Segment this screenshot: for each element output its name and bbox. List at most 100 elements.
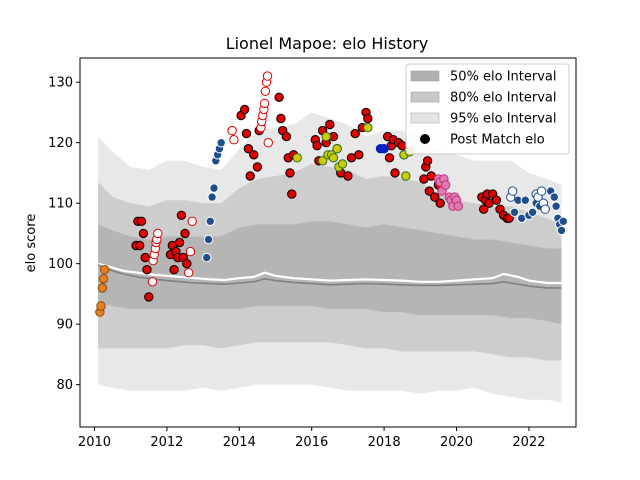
- post-match-point: [321, 131, 331, 142]
- post-match-point: [527, 207, 538, 218]
- post-match-point: [281, 131, 292, 142]
- post-match-point: [174, 237, 185, 248]
- post-match-point: [227, 125, 237, 136]
- post-match-point: [453, 201, 463, 211]
- post-match-point: [240, 104, 250, 115]
- y-tick-label: 100: [48, 257, 73, 272]
- post-match-point: [262, 71, 273, 81]
- post-match-point: [549, 192, 559, 202]
- legend-label: 80% elo Interval: [450, 91, 557, 106]
- post-match-point: [435, 198, 445, 208]
- post-match-point: [99, 265, 110, 275]
- post-match-point: [337, 159, 348, 169]
- y-axis: 80 90 100 110 120 130: [48, 76, 80, 393]
- post-match-point: [216, 138, 226, 148]
- x-axis: 2010 2012 2014 2016 2018 2020 2022: [78, 427, 545, 450]
- y-tick-label: 90: [56, 318, 73, 333]
- post-match-point: [147, 277, 158, 287]
- post-match-point: [260, 86, 271, 97]
- post-match-point: [183, 268, 194, 278]
- post-match-point: [325, 119, 335, 130]
- post-match-point: [317, 156, 328, 166]
- x-tick-label: 2012: [150, 435, 183, 450]
- post-match-point: [507, 186, 518, 196]
- legend-swatch: [410, 70, 440, 82]
- y-axis-label: elo score: [24, 214, 39, 273]
- post-match-point: [276, 113, 286, 124]
- post-match-point: [185, 246, 196, 257]
- legend-marker: [420, 134, 430, 144]
- post-match-point: [169, 265, 179, 275]
- post-match-point: [424, 186, 435, 196]
- post-match-point: [229, 135, 239, 145]
- rating-line-1: [97, 264, 562, 289]
- x-tick-label: 2018: [368, 435, 401, 450]
- post-match-point: [263, 138, 273, 148]
- rating-line-0: [97, 262, 562, 285]
- post-match-point: [252, 162, 263, 172]
- y-tick-label: 80: [56, 378, 73, 393]
- post-match-point: [180, 228, 190, 239]
- post-match-point: [287, 189, 297, 199]
- post-match-point: [350, 128, 360, 139]
- post-match-point: [520, 195, 530, 205]
- post-match-point: [390, 168, 400, 178]
- post-match-point: [479, 204, 489, 214]
- legend-swatch: [410, 91, 440, 103]
- post-match-point: [176, 210, 187, 221]
- post-match-point: [203, 234, 214, 245]
- x-tick-label: 2016: [295, 435, 328, 450]
- post-match-point: [241, 128, 252, 139]
- post-match-point: [142, 265, 152, 275]
- post-match-point: [144, 292, 154, 302]
- post-match-point: [259, 98, 270, 109]
- legend-box: [405, 63, 570, 155]
- y-tick-label: 110: [48, 197, 73, 212]
- post-match-point: [491, 195, 502, 205]
- y-tick-label: 120: [48, 136, 73, 151]
- legend-label: Post Match elo: [450, 133, 545, 148]
- legend-label: 50% elo Interval: [450, 70, 557, 85]
- post-match-point: [509, 207, 520, 218]
- legend-label: 95% elo Interval: [450, 112, 557, 127]
- post-match-point: [441, 180, 451, 190]
- band-i50: [98, 221, 562, 325]
- post-match-point: [138, 228, 149, 239]
- post-match-point: [540, 204, 550, 214]
- post-match-point: [556, 225, 567, 236]
- post-match-point: [136, 216, 147, 227]
- post-match-point: [153, 228, 163, 239]
- post-match-point: [504, 213, 514, 224]
- post-match-point: [312, 141, 322, 151]
- post-match-point: [274, 92, 284, 103]
- post-match-point: [397, 141, 407, 151]
- post-match-point: [379, 144, 389, 154]
- post-match-point: [354, 150, 364, 160]
- post-match-point: [207, 192, 217, 202]
- post-match-point: [182, 259, 192, 269]
- post-match-point: [401, 171, 411, 181]
- post-match-point: [245, 171, 255, 181]
- post-match-point: [249, 150, 259, 160]
- post-match-point: [558, 216, 568, 227]
- post-match-point: [430, 192, 440, 202]
- x-tick-label: 2014: [223, 435, 256, 450]
- post-match-point: [363, 122, 373, 133]
- post-match-point: [343, 171, 353, 181]
- post-match-point: [205, 216, 216, 227]
- chart-title: Lionel Mapoe: elo History: [226, 34, 429, 53]
- post-match-point: [135, 240, 145, 251]
- post-match-point: [551, 201, 561, 211]
- x-tick-label: 2010: [78, 435, 111, 450]
- legend: 50% elo Interval 80% elo Interval 95% elo …: [405, 63, 570, 155]
- post-match-point: [422, 156, 433, 166]
- plot-frame: [79, 57, 577, 428]
- post-match-point: [328, 153, 339, 163]
- post-match-point: [202, 252, 212, 263]
- post-match-point: [536, 186, 547, 196]
- post-match-point: [140, 252, 150, 263]
- plot-area: [95, 71, 568, 403]
- post-match-point: [97, 283, 108, 293]
- legend-swatch: [410, 112, 440, 124]
